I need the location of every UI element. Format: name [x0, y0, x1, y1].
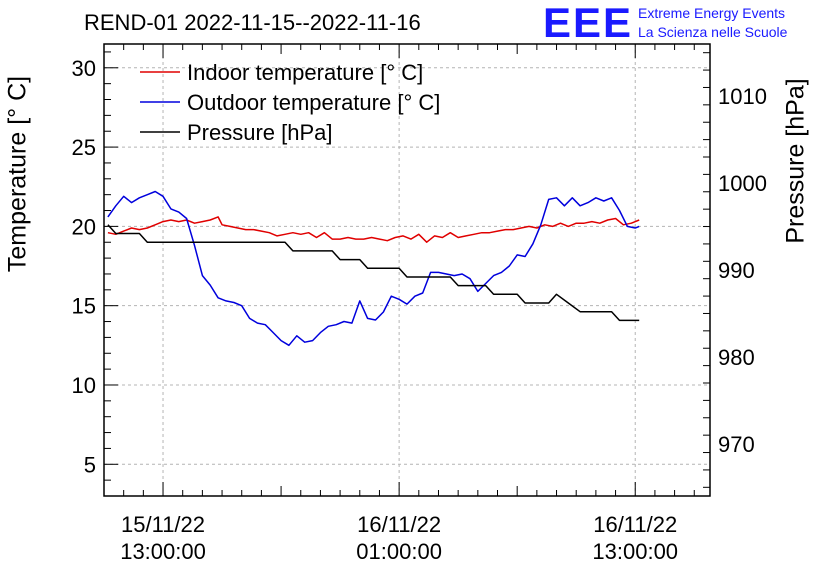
y2-tick-label: 980: [718, 345, 755, 370]
chart-title: REND-01 2022-11-15--2022-11-16: [84, 10, 421, 35]
indoor-temperature-line: [107, 216, 640, 243]
x-tick-label-date: 16/11/22: [357, 512, 441, 537]
y2-tick-label: 1010: [718, 84, 767, 109]
logo-caption-line1: Extreme Energy Events: [638, 5, 786, 21]
legend-indoor-label: Indoor temperature [° C]: [187, 60, 423, 85]
y-tick-label: 10: [72, 373, 96, 398]
x-tick-label-date: 16/11/22: [593, 512, 677, 537]
eee-logo: EEE: [543, 0, 634, 46]
y-tick-label: 25: [72, 135, 96, 160]
y-tick-label: 15: [72, 294, 96, 319]
y-tick-label: 30: [72, 56, 96, 81]
x-tick-label-date: 15/11/22: [121, 512, 205, 537]
x-tick-label-time: 13:00:00: [120, 539, 206, 564]
legend-outdoor-label: Outdoor temperature [° C]: [187, 90, 440, 115]
y2-tick-label: 970: [718, 432, 755, 457]
y-tick-label: 20: [72, 214, 96, 239]
y2-tick-label: 990: [718, 258, 755, 283]
y2-tick-label: 1000: [718, 171, 767, 196]
x-tick-label-time: 01:00:00: [356, 539, 442, 564]
x-tick-label-time: 13:00:00: [592, 539, 678, 564]
y-tick-label: 5: [84, 452, 96, 477]
plot-frame: [103, 43, 711, 497]
logo-caption: Extreme Energy Events La Scienza nelle S…: [638, 4, 787, 42]
legend-pressure-label: Pressure [hPa]: [187, 120, 333, 145]
outdoor-temperature-line: [107, 190, 640, 347]
pressure-line: [107, 224, 640, 322]
logo-caption-line2: La Scienza nelle Scuole: [638, 24, 788, 40]
